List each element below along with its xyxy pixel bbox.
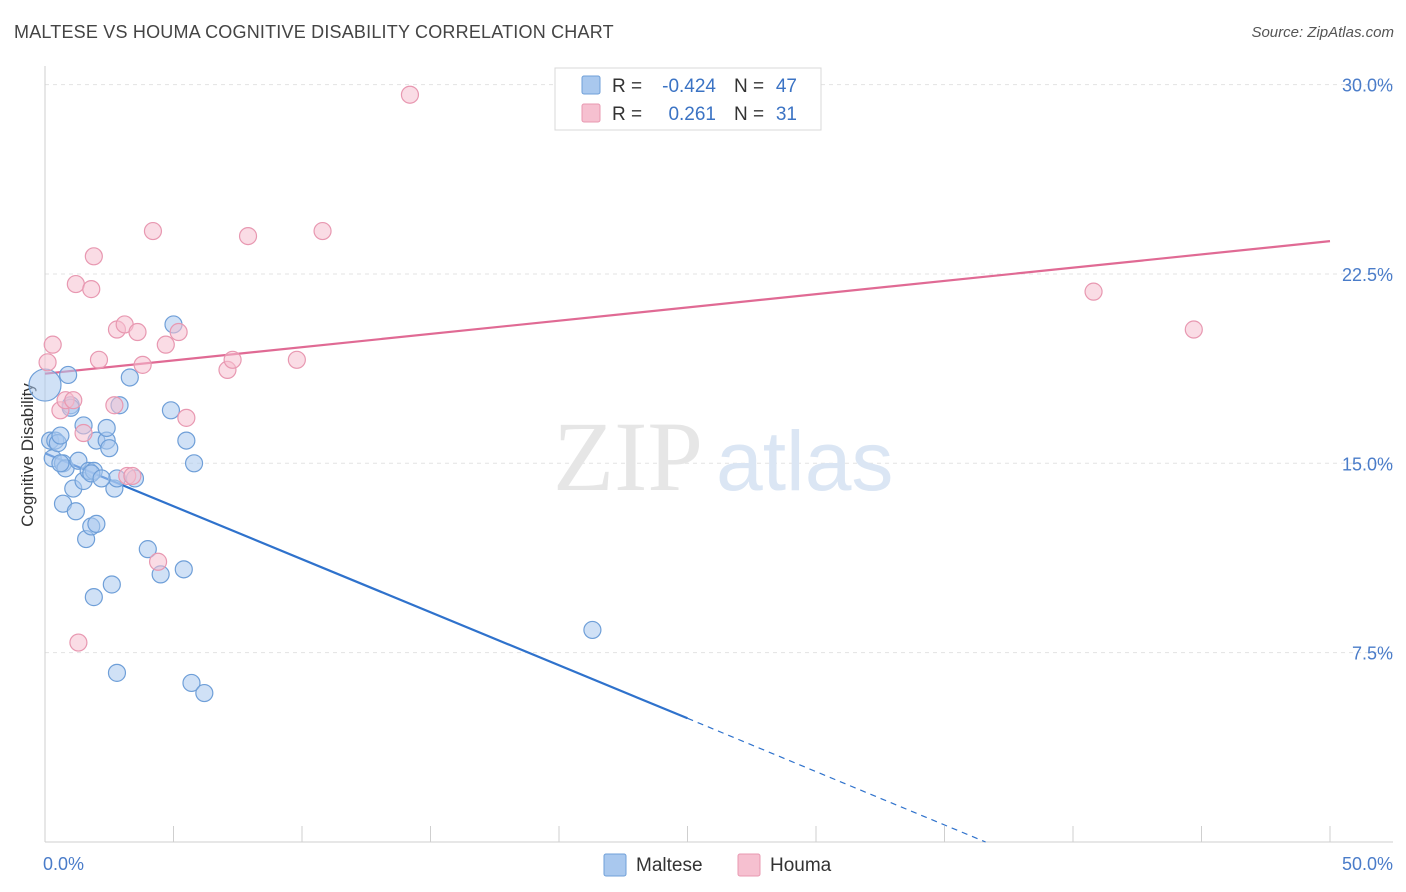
scatter-point-maltese — [184, 454, 204, 473]
scatter-point-maltese — [177, 431, 196, 450]
trend-lines — [44, 240, 1331, 843]
legend-n-value-houma: 31 — [776, 104, 797, 125]
top-legend: R = -0.424 N = 47 R = 0.261 N = 31 — [554, 67, 822, 131]
scatter-point-maltese — [161, 401, 181, 420]
scatter-point-maltese — [182, 673, 201, 693]
scatter-point-maltese — [107, 663, 127, 682]
bottom-legend: Maltese Houma — [603, 853, 832, 877]
scatter-point-houma — [169, 322, 188, 342]
bottom-legend-swatch-maltese — [603, 853, 627, 877]
scatter-point-houma — [148, 552, 168, 571]
scatter-point-houma — [1184, 320, 1203, 339]
scatter-point-houma — [69, 633, 88, 652]
bottom-legend-label-maltese: Maltese — [636, 855, 703, 876]
scatter-point-houma — [313, 221, 332, 241]
scatter-point-maltese — [138, 540, 157, 559]
scatter-point-maltese — [102, 575, 121, 594]
scatter-point-houma — [64, 391, 83, 410]
legend-r-value-maltese: -0.424 — [662, 76, 716, 97]
scatter-point-maltese — [66, 502, 85, 521]
scatter-point-maltese — [120, 368, 139, 387]
scatter-point-houma — [89, 350, 109, 369]
scatter-point-maltese — [97, 418, 116, 438]
scatter-point-maltese — [59, 365, 78, 385]
scatter-point-houma — [84, 247, 103, 266]
scatter-point-maltese — [84, 588, 103, 607]
legend-r-value-houma: 0.261 — [668, 104, 716, 125]
chart-title: MALTESE VS HOUMA COGNITIVE DISABILITY CO… — [14, 22, 614, 42]
trend-line-maltese — [44, 452, 688, 720]
watermark-zip: ZIP — [553, 401, 703, 512]
legend-r-label-houma: R = — [612, 104, 642, 125]
bottom-legend-swatch-houma — [737, 853, 761, 877]
grid-layer — [45, 84, 1393, 654]
scatter-point-maltese — [174, 560, 193, 579]
scatter-point-houma — [133, 355, 152, 374]
scatter-point-houma — [223, 350, 242, 369]
scatter-point-houma — [38, 353, 57, 372]
scatter-point-houma — [123, 466, 142, 486]
scatter-point-houma — [74, 423, 93, 443]
scatter-point-houma — [143, 221, 163, 241]
scatter-point-houma — [177, 408, 196, 427]
y-tick-label: 22.5% — [1342, 265, 1393, 285]
y-tick-label: 30.0% — [1342, 76, 1393, 96]
scatter-point-houma — [128, 322, 147, 342]
legend-swatch-maltese — [581, 75, 601, 95]
y-axis-label: Cognitive Disability — [18, 383, 37, 527]
scatter-point-houma — [66, 274, 85, 294]
scatter-point-maltese — [51, 426, 70, 445]
x-tick-label: 50.0% — [1342, 854, 1393, 874]
scatter-point-houma — [82, 280, 101, 299]
y-tick-labels: 7.5% 15.0% 22.5% 30.0% — [1342, 76, 1393, 664]
scatter-point-maltese — [583, 620, 602, 640]
legend-n-value-maltese: 47 — [776, 76, 797, 97]
scatter-point-houma — [1084, 282, 1103, 301]
x-tick-labels: 0.0% 50.0% — [43, 854, 1393, 874]
y-tick-label: 15.0% — [1342, 454, 1393, 474]
watermark-atlas: atlas — [716, 414, 893, 508]
scatter-point-houma — [156, 335, 175, 354]
scatter-point-maltese — [92, 469, 111, 488]
scatter-point-maltese — [100, 439, 119, 458]
scatter-point-maltese — [195, 683, 214, 703]
scatter-point-maltese — [51, 454, 70, 473]
scatter-point-houma — [43, 335, 62, 354]
y-tick-label: 7.5% — [1352, 644, 1393, 664]
scatter-point-maltese — [28, 368, 62, 402]
trend-line-maltese-extension — [687, 717, 986, 843]
scatter-point-maltese — [87, 514, 106, 534]
bottom-legend-label-houma: Houma — [770, 855, 832, 876]
trend-line-houma — [44, 240, 1331, 375]
scatter-points — [28, 85, 1203, 703]
chart-source: Source: ZipAtlas.com — [1251, 24, 1394, 41]
legend-n-label-houma: N = — [734, 104, 764, 125]
watermark: ZIP atlas — [553, 401, 893, 512]
scatter-point-houma — [238, 226, 258, 246]
scatter-point-houma — [105, 396, 124, 415]
x-tick-label: 0.0% — [43, 854, 84, 874]
legend-r-label-maltese: R = — [612, 76, 642, 97]
scatter-point-houma — [400, 85, 420, 104]
scatter-point-houma — [287, 350, 306, 369]
legend-n-label-maltese: N = — [734, 76, 764, 97]
legend-swatch-houma — [581, 103, 601, 123]
